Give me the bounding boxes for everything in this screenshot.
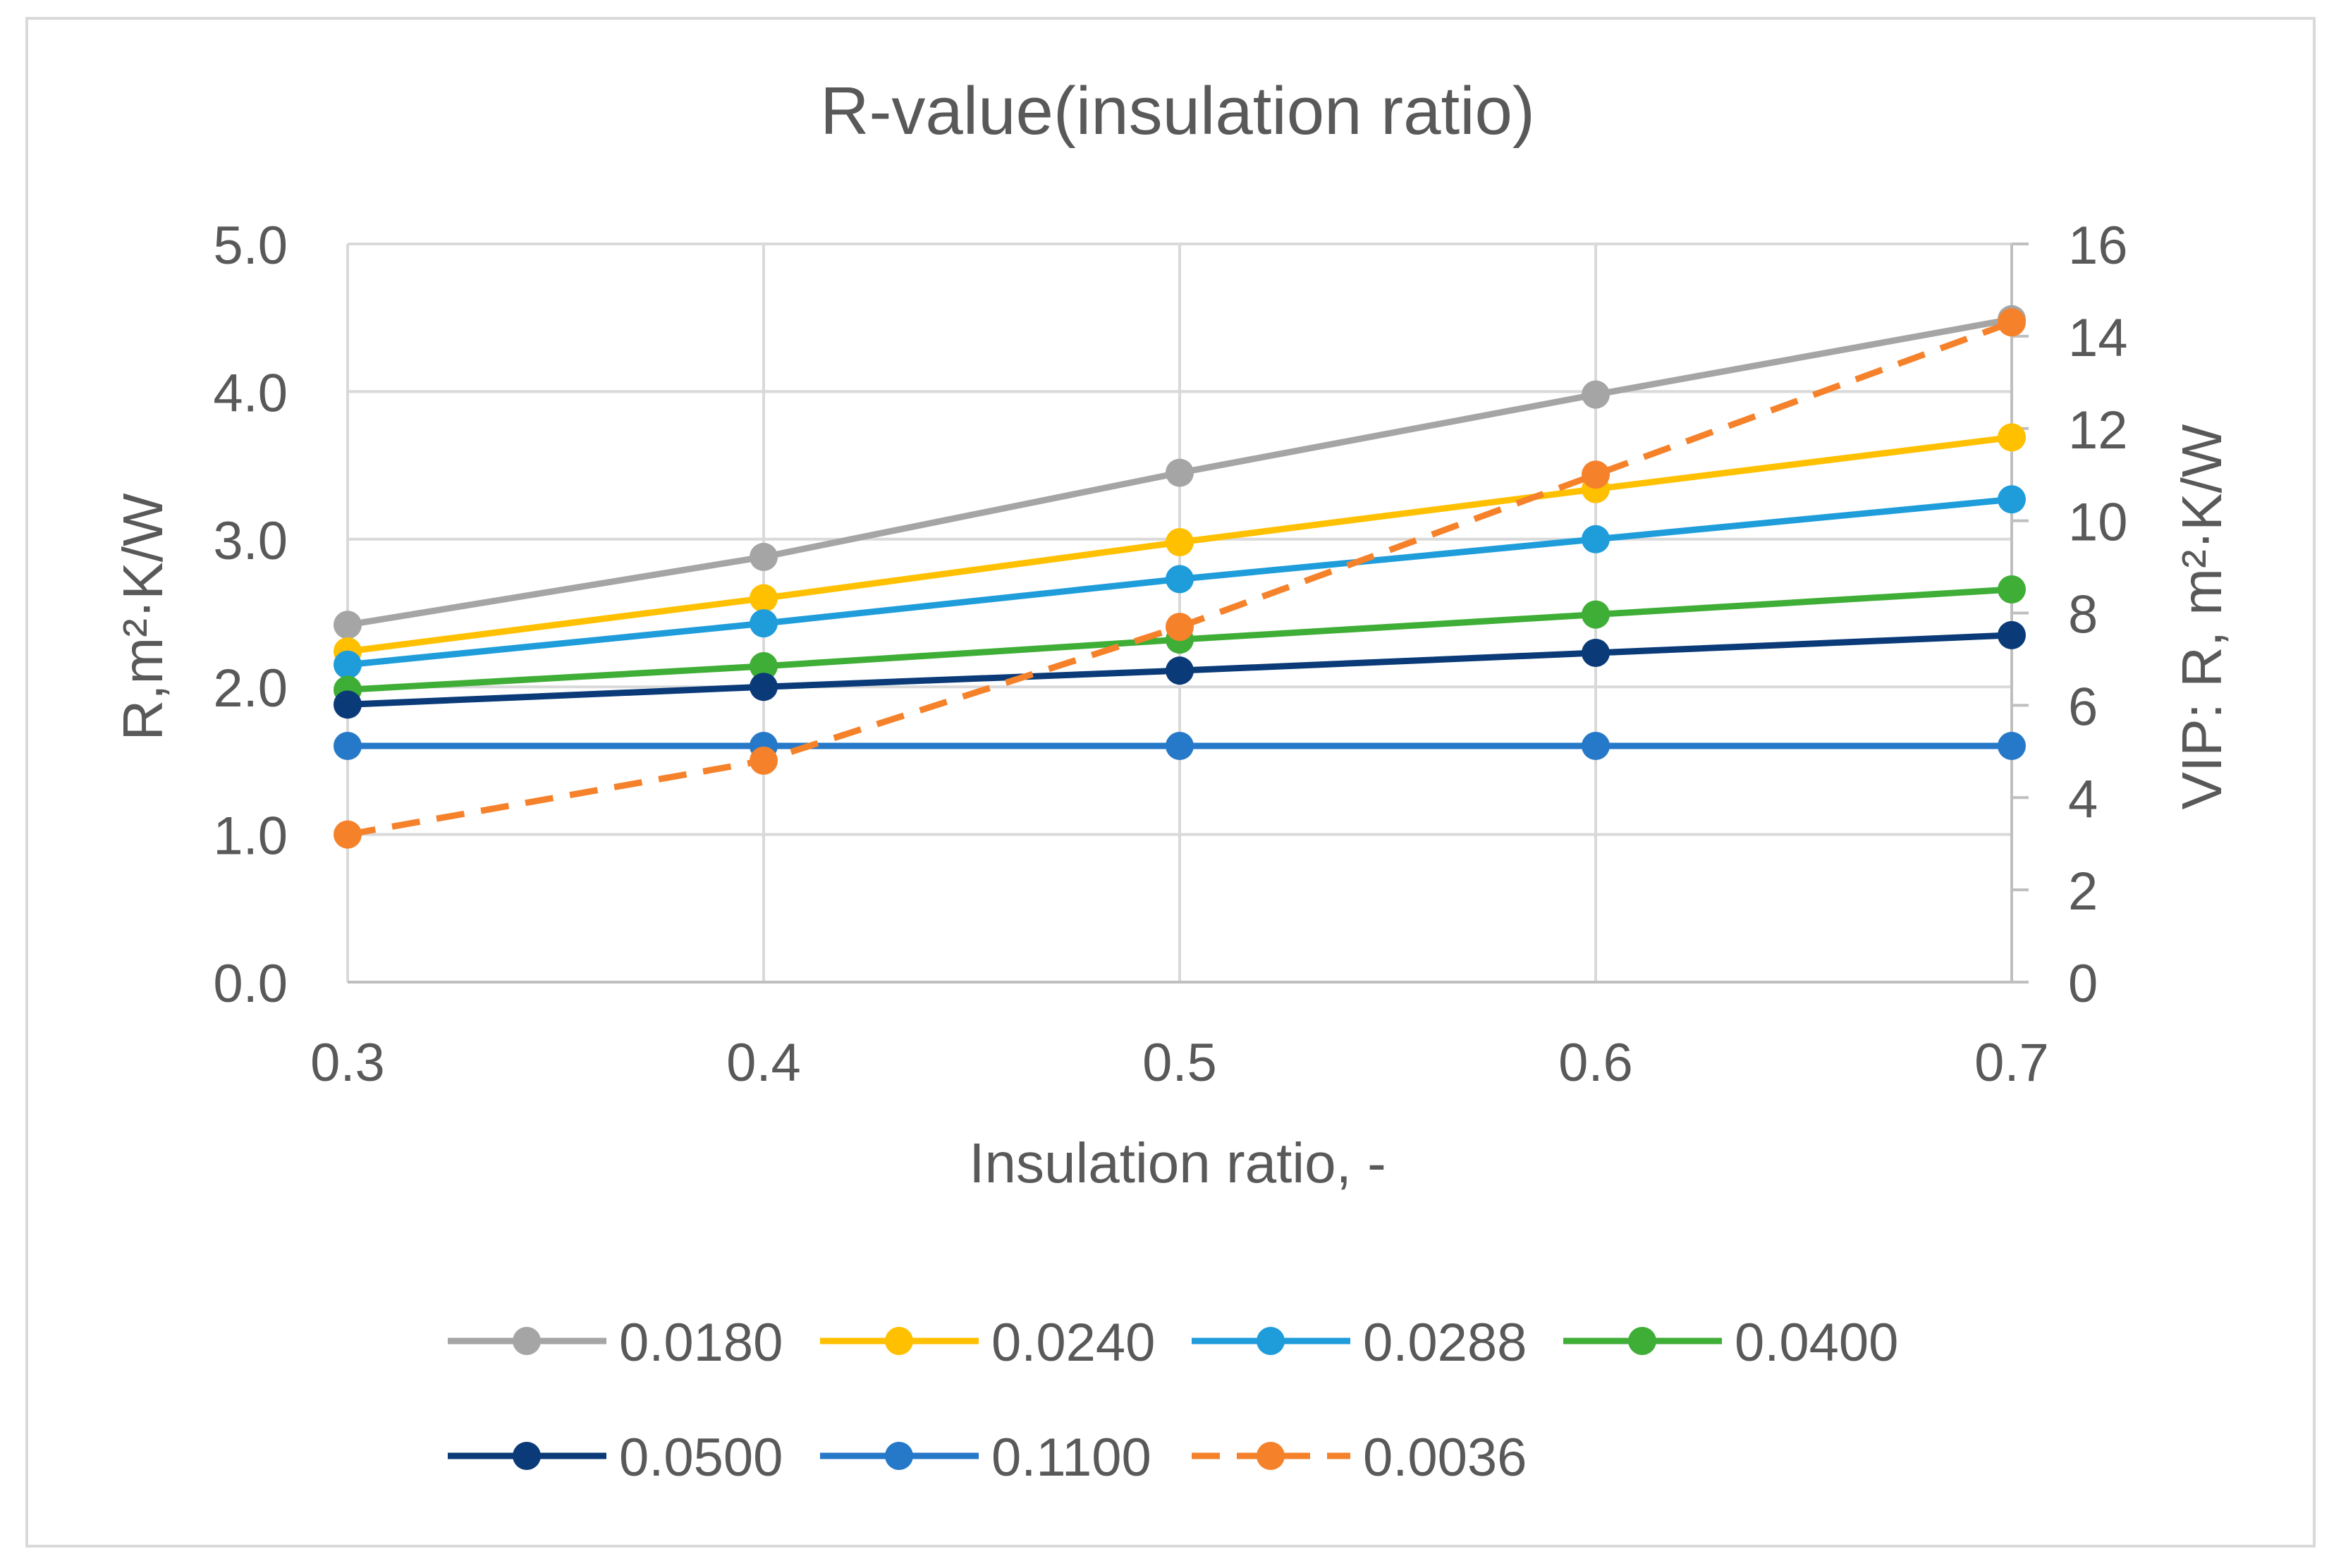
data-point bbox=[334, 611, 362, 639]
y2-tick-label: 4 bbox=[2068, 769, 2098, 829]
series-0.0036 bbox=[334, 308, 2026, 849]
data-point bbox=[750, 584, 778, 613]
data-point bbox=[1166, 656, 1194, 685]
legend-marker bbox=[885, 1442, 913, 1470]
data-point bbox=[1998, 423, 2026, 452]
legend: 0.0180 0.0240 0.0288 0.0400 0.0500 0.1100 0.00… bbox=[448, 1313, 1898, 1488]
legend-label: 0.0500 bbox=[619, 1428, 783, 1488]
legend-item: 0.0400 bbox=[1563, 1313, 1898, 1373]
y2-tick-label: 8 bbox=[2068, 585, 2098, 645]
series-0.1100 bbox=[334, 731, 2026, 760]
data-point bbox=[1166, 458, 1194, 487]
data-point bbox=[334, 690, 362, 719]
data-point bbox=[1582, 600, 1610, 629]
y2-tick-label: 16 bbox=[2068, 216, 2128, 276]
data-point bbox=[750, 746, 778, 775]
y2-tick-label: 14 bbox=[2068, 308, 2128, 368]
legend-label: 0.1100 bbox=[991, 1428, 1151, 1488]
legend-marker bbox=[513, 1327, 541, 1355]
data-point bbox=[1166, 565, 1194, 594]
legend-item: 0.0288 bbox=[1192, 1313, 1527, 1373]
y2-tick-label: 6 bbox=[2068, 677, 2098, 737]
data-point bbox=[750, 651, 778, 680]
x-tick-label: 0.3 bbox=[310, 1033, 385, 1093]
legend-item: 0.0036 bbox=[1192, 1428, 1527, 1488]
x-axis-label: Insulation ratio, - bbox=[969, 1132, 1386, 1194]
data-point bbox=[1166, 731, 1194, 760]
legend-label: 0.0036 bbox=[1363, 1428, 1527, 1488]
series-lines bbox=[334, 305, 2026, 849]
data-point bbox=[750, 673, 778, 702]
data-point bbox=[334, 731, 362, 760]
legend-marker bbox=[1628, 1327, 1656, 1355]
legend-item: 0.1100 bbox=[820, 1428, 1151, 1488]
chart-frame bbox=[25, 17, 2316, 1548]
data-point bbox=[750, 542, 778, 571]
y-tick-label: 3.0 bbox=[213, 511, 288, 571]
data-point bbox=[1998, 731, 2026, 760]
data-point bbox=[1998, 620, 2026, 649]
legend-label: 0.0240 bbox=[991, 1313, 1155, 1373]
series-0.0500 bbox=[334, 620, 2026, 719]
legend-label: 0.0180 bbox=[619, 1313, 783, 1373]
legend-label: 0.0288 bbox=[1363, 1313, 1527, 1373]
x-tick-label: 0.4 bbox=[726, 1033, 801, 1093]
data-point bbox=[1582, 639, 1610, 668]
y2-axis-label: VIP: R, m²·K/W bbox=[2170, 424, 2233, 809]
x-tick-label: 0.6 bbox=[1558, 1033, 1633, 1093]
tick-labels: 0.0 1.0 2.0 3.0 4.0 5.0 0.3 0.4 0.5 0.6 0.7 0 2 4 6 8 10… bbox=[213, 216, 2127, 1093]
x-tick-label: 0.7 bbox=[1974, 1033, 2049, 1093]
legend-marker bbox=[1257, 1327, 1285, 1355]
y2-tick-label: 0 bbox=[2068, 954, 2098, 1014]
legend-item: 0.0500 bbox=[448, 1428, 783, 1488]
y2-tick-label: 10 bbox=[2068, 493, 2128, 553]
legend-item: 0.0240 bbox=[820, 1313, 1155, 1373]
x-tick-label: 0.5 bbox=[1142, 1033, 1217, 1093]
data-point bbox=[1998, 575, 2026, 604]
y-tick-label: 2.0 bbox=[213, 659, 288, 718]
y-tick-label: 4.0 bbox=[213, 363, 288, 423]
data-point bbox=[334, 820, 362, 849]
legend-marker bbox=[1257, 1442, 1285, 1470]
y-tick-label: 0.0 bbox=[213, 954, 288, 1014]
data-point bbox=[1998, 485, 2026, 514]
series-0.0288 bbox=[334, 485, 2026, 679]
data-point bbox=[1582, 731, 1610, 760]
data-point bbox=[334, 650, 362, 679]
legend-item: 0.0180 bbox=[448, 1313, 783, 1373]
data-point bbox=[1582, 525, 1610, 553]
legend-marker bbox=[885, 1327, 913, 1355]
data-point bbox=[1166, 613, 1194, 642]
legend-label: 0.0400 bbox=[1735, 1313, 1898, 1373]
y-tick-label: 5.0 bbox=[213, 216, 288, 276]
y2-tick-label: 12 bbox=[2068, 400, 2128, 460]
y2-tick-label: 2 bbox=[2068, 862, 2098, 921]
data-point bbox=[1166, 527, 1194, 556]
legend-marker bbox=[513, 1442, 541, 1470]
data-point bbox=[1582, 460, 1610, 489]
y-tick-label: 1.0 bbox=[213, 807, 288, 866]
data-point bbox=[1998, 308, 2026, 337]
y-axis-label: R,m²·K/W bbox=[111, 493, 174, 741]
data-point bbox=[1582, 380, 1610, 409]
chart-title: R-value(insulation ratio) bbox=[820, 73, 1535, 149]
data-point bbox=[750, 609, 778, 638]
